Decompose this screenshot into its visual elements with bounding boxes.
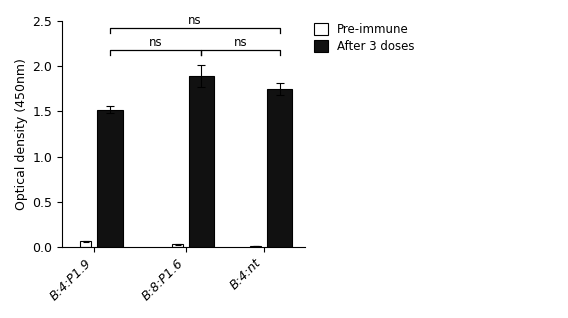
Bar: [97, 110, 123, 247]
Text: ns: ns: [149, 36, 162, 49]
Bar: [189, 76, 214, 247]
Bar: [267, 89, 293, 247]
Text: ns: ns: [188, 14, 202, 27]
Bar: [250, 246, 261, 247]
Bar: [172, 244, 183, 247]
Text: ns: ns: [233, 36, 247, 49]
Legend: Pre-immune, After 3 doses: Pre-immune, After 3 doses: [314, 23, 415, 53]
Bar: [80, 241, 91, 247]
Y-axis label: Optical density (450nm): Optical density (450nm): [15, 58, 28, 210]
